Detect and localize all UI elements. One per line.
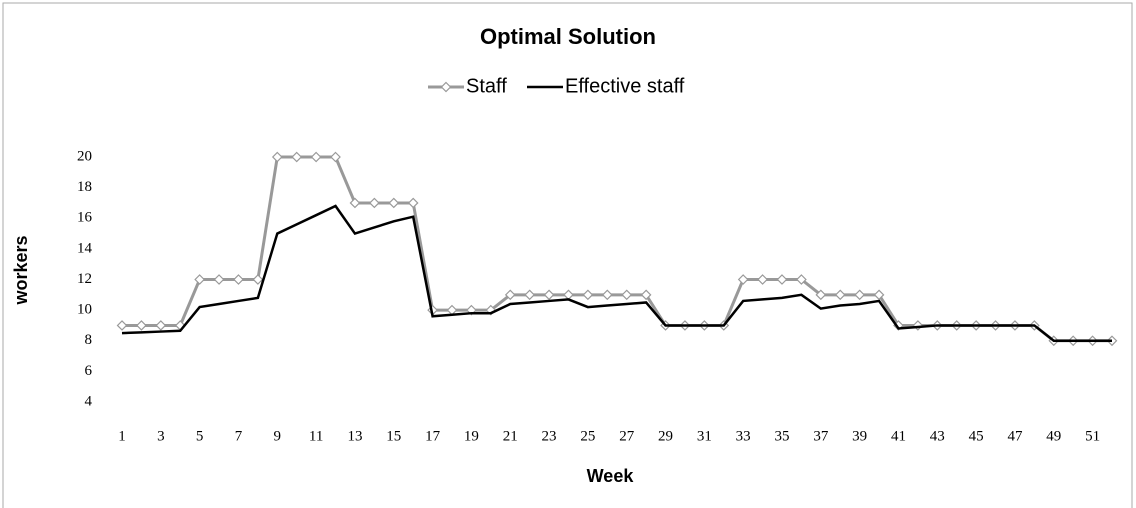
data-point [504,289,516,301]
data-point [388,197,400,209]
chart-title: Optimal Solution [480,24,656,49]
x-tick-label: 45 [969,428,984,444]
data-point [640,289,652,301]
x-tick-label: 17 [425,428,441,444]
data-point [349,197,361,209]
x-tick-label: 15 [386,428,401,444]
data-point [873,289,885,301]
x-tick-label: 31 [697,428,712,444]
x-axis-label: Week [587,466,635,486]
legend-label: Staff [466,75,507,97]
data-point [369,197,380,209]
x-tick-label: 3 [157,428,165,444]
x-tick-label: 5 [196,428,204,444]
y-tick-label: 18 [77,179,92,195]
x-tick-label: 7 [235,428,243,444]
data-point [854,289,865,301]
data-point [834,289,846,301]
y-tick-label: 6 [85,363,93,379]
data-point [621,289,633,301]
x-tick-label: 49 [1046,428,1061,444]
data-point [563,289,574,301]
x-tick-label: 11 [309,428,323,444]
x-tick-label: 13 [347,428,362,444]
data-point [271,151,283,163]
data-point [815,289,827,301]
data-point [757,274,768,285]
data-point [524,289,535,301]
data-point [582,289,594,301]
y-tick-label: 8 [85,332,93,348]
x-tick-label: 25 [580,428,595,444]
x-tick-label: 23 [542,428,557,444]
x-tick-label: 37 [813,428,829,444]
data-point [912,320,924,331]
x-tick-label: 51 [1085,428,1100,444]
y-tick-label: 20 [77,148,92,164]
data-point [116,320,128,331]
data-point [543,289,555,301]
data-point [213,274,225,285]
data-point [330,151,341,163]
data-point [310,151,322,163]
data-point [233,274,244,285]
x-tick-label: 1 [118,428,126,444]
y-tick-label: 10 [77,302,92,318]
y-tick-label: 16 [77,210,93,226]
x-tick-label: 19 [464,428,479,444]
y-tick-label: 14 [77,240,93,256]
data-point [407,197,419,209]
data-point [194,274,205,285]
data-point [291,151,303,163]
data-point [796,274,807,285]
data-point [155,320,167,331]
y-axis-label: workers [11,235,31,305]
data-point [737,274,749,285]
x-tick-label: 41 [891,428,906,444]
x-tick-label: 47 [1007,428,1023,444]
data-point [136,320,147,331]
data-point [252,274,264,285]
data-point [601,289,613,301]
x-tick-label: 39 [852,428,867,444]
y-tick-label: 4 [85,393,93,409]
y-tick-label: 12 [77,271,92,287]
x-tick-label: 35 [775,428,790,444]
x-tick-label: 43 [930,428,945,444]
legend-marker [440,81,452,93]
x-tick-label: 33 [736,428,751,444]
x-tick-label: 21 [503,428,518,444]
x-tick-label: 29 [658,428,673,444]
data-point [776,274,788,285]
x-tick-label: 27 [619,428,635,444]
series-line [121,204,1112,342]
series-line [122,155,1112,343]
legend-label: Effective staff [565,75,685,97]
x-tick-label: 9 [274,428,282,444]
